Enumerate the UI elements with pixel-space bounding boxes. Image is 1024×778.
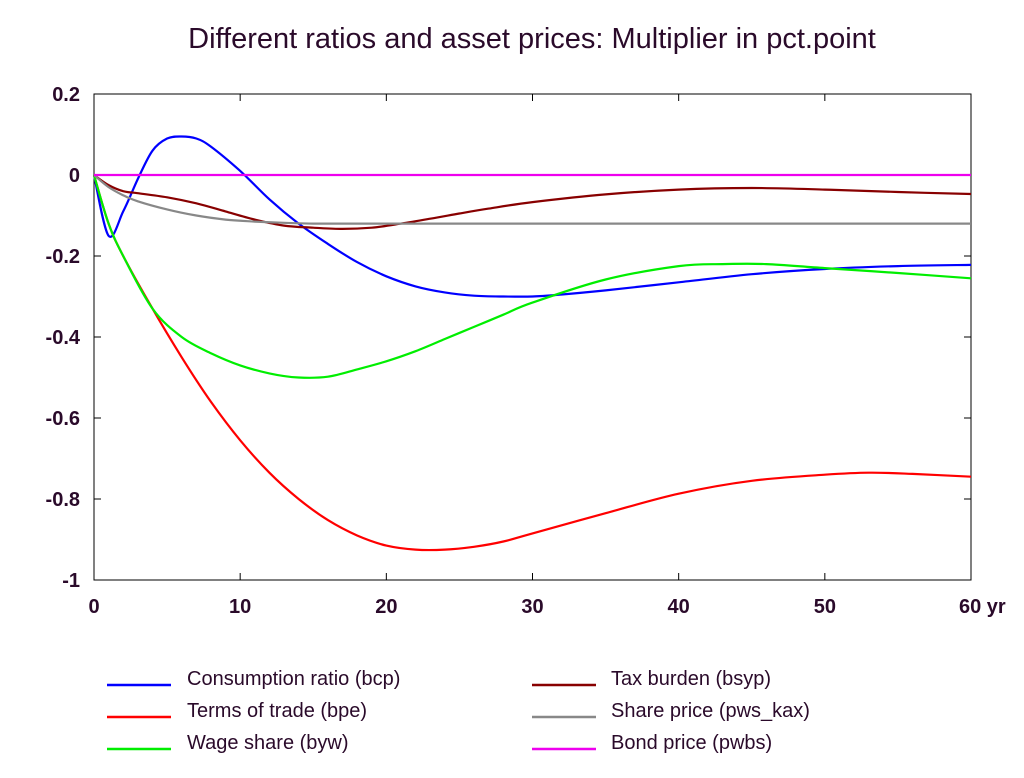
x-tick-label: 40 (668, 596, 690, 618)
y-tick-label: -1 (62, 570, 80, 592)
y-tick-label: -0.4 (46, 327, 81, 349)
y-tick-label: -0.2 (46, 246, 80, 268)
series-line-share-price-pws-kax (93, 174, 971, 225)
x-tick-label: 50 (814, 596, 836, 618)
legend-label-wage-share-byw: Wage share (byw) (187, 732, 349, 754)
x-tick-label: 60 yr (959, 596, 1006, 618)
series-lines (92, 135, 972, 552)
legend-label-share-price-pws-kax: Share price (pws_kax) (611, 700, 810, 722)
x-tick-label: 0 (88, 596, 99, 618)
axes: 0.2 0 -0.2 -0.4 -0.6 -0.8 -1 0 10 20 30 40 50 60 yr (46, 84, 1006, 618)
legend-label-tax-burden-bsyp: Tax burden (bsyp) (611, 668, 771, 690)
y-tick-label: 0.2 (52, 84, 80, 106)
series-line-consumption-ratio-bcp (92, 135, 972, 298)
x-tick-label: 10 (229, 596, 251, 618)
legend: Consumption ratio (bcp) Terms of trade (b… (107, 668, 810, 754)
legend-label-bond-price-pwbs: Bond price (pwbs) (611, 732, 772, 754)
x-tick-label: 20 (375, 596, 397, 618)
plot-frame (93, 93, 972, 581)
legend-label-consumption-ratio-bcp: Consumption ratio (bcp) (187, 668, 400, 690)
series-line-tax-burden-bsyp (93, 174, 972, 230)
series-line-wage-share-byw (92, 174, 972, 379)
chart-title: Different ratios and asset prices: Multi… (188, 23, 876, 55)
y-tick-label: -0.8 (46, 489, 80, 511)
y-tick-label: -0.6 (46, 408, 80, 430)
legend-label-terms-of-trade-bpe: Terms of trade (bpe) (187, 700, 367, 722)
x-tick-label: 30 (521, 596, 543, 618)
series-line-terms-of-trade-bpe (92, 174, 972, 552)
y-tick-label: 0 (69, 165, 80, 187)
